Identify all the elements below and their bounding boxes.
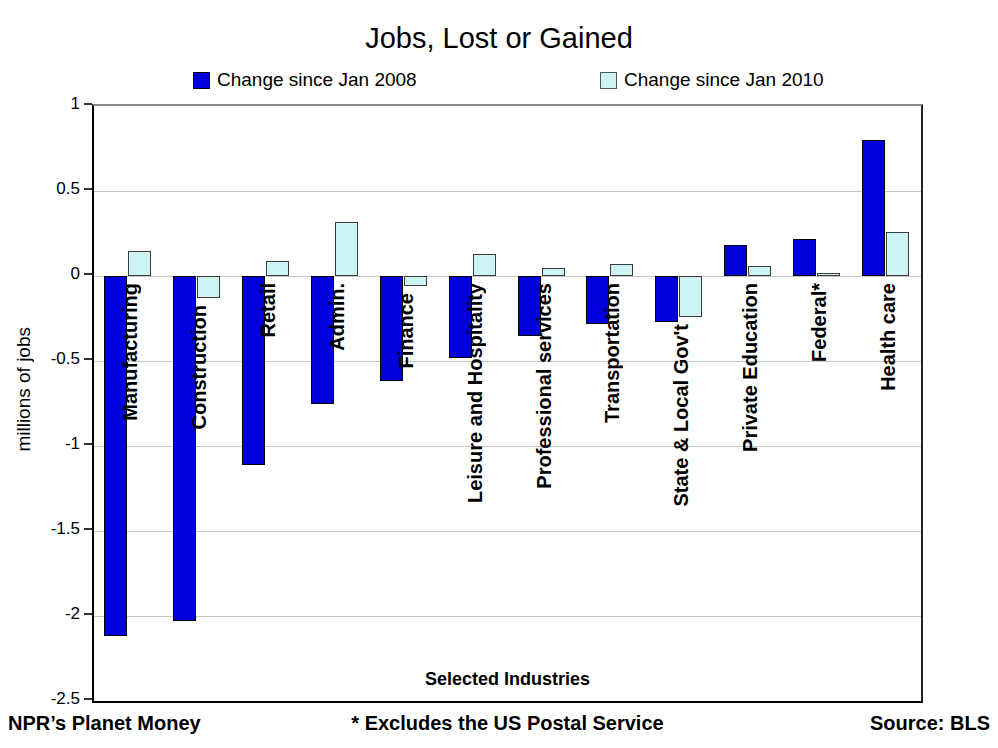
source-bls: Source: BLS bbox=[870, 712, 990, 735]
bar-2010-retail bbox=[266, 261, 289, 276]
gridline bbox=[94, 446, 921, 447]
legend-item-2010: Change since Jan 2010 bbox=[600, 69, 824, 91]
y-tick-label: 1 bbox=[28, 94, 80, 114]
y-tick-label: -2 bbox=[28, 604, 80, 624]
category-label-leisure-and-hospitality: Leisure and Hospitality bbox=[463, 283, 487, 503]
bar-2010-state-local-gov-t bbox=[679, 276, 702, 317]
y-tick-mark bbox=[84, 613, 92, 615]
category-label-state-local-gov-t: State & Local Gov't bbox=[669, 324, 693, 507]
bar-2010-admin bbox=[335, 222, 358, 276]
bar-2008-federal bbox=[793, 239, 816, 276]
y-axis-title: millions of jobs bbox=[13, 327, 35, 452]
category-label-private-education: Private Education bbox=[738, 283, 762, 452]
bar-2010-leisure-and-hospitality bbox=[473, 254, 496, 276]
y-tick-mark bbox=[84, 188, 92, 190]
legend-label-2010: Change since Jan 2010 bbox=[624, 69, 824, 91]
bar-2008-private-education bbox=[724, 245, 747, 276]
chart-title: Jobs, Lost or Gained bbox=[0, 22, 998, 55]
category-label-manufacturing: Manufacturing bbox=[118, 283, 142, 421]
category-label-federal: Federal* bbox=[807, 283, 831, 362]
bar-2008-health-care bbox=[862, 140, 885, 276]
y-tick-mark bbox=[84, 443, 92, 445]
y-tick-mark bbox=[84, 358, 92, 360]
bar-2010-federal bbox=[817, 273, 840, 276]
category-label-retail: Retail bbox=[256, 283, 280, 337]
category-label-health-care: Health care bbox=[876, 283, 900, 391]
footnote-postal: * Excludes the US Postal Service bbox=[92, 712, 923, 735]
gridline bbox=[94, 616, 921, 617]
category-label-admin: Admin. bbox=[325, 283, 349, 351]
gridline bbox=[94, 531, 921, 532]
x-axis-title: Selected Industries bbox=[94, 669, 921, 690]
bar-2010-manufacturing bbox=[128, 251, 151, 277]
y-tick-label: 0 bbox=[28, 264, 80, 284]
y-tick-mark bbox=[84, 698, 92, 700]
y-tick-label: -0.5 bbox=[28, 349, 80, 369]
category-label-transportation: Transportation bbox=[600, 283, 624, 423]
y-tick-label: -1 bbox=[28, 434, 80, 454]
y-tick-mark bbox=[84, 103, 92, 105]
gridline bbox=[94, 191, 921, 192]
category-label-finance: Finance bbox=[394, 293, 418, 369]
bar-2010-professional-services bbox=[542, 268, 565, 277]
bar-2010-construction bbox=[197, 276, 220, 298]
bar-2010-health-care bbox=[886, 232, 909, 276]
category-label-professional-services: Professional services bbox=[532, 283, 556, 489]
y-tick-mark bbox=[84, 273, 92, 275]
category-label-construction: Construction bbox=[187, 305, 211, 429]
legend-swatch-2008-icon bbox=[193, 72, 210, 89]
y-tick-label: -1.5 bbox=[28, 519, 80, 539]
y-tick-label: 0.5 bbox=[28, 179, 80, 199]
legend-swatch-2010-icon bbox=[600, 72, 617, 89]
plot-area: Selected Industries Manufacturing Constru… bbox=[92, 104, 923, 703]
y-tick-label: -2.5 bbox=[28, 689, 80, 709]
gridline bbox=[94, 361, 921, 362]
bar-2010-finance bbox=[404, 276, 427, 286]
bar-2008-state-local-gov-t bbox=[655, 276, 678, 322]
legend-label-2008: Change since Jan 2008 bbox=[217, 69, 417, 91]
legend-item-2008: Change since Jan 2008 bbox=[193, 69, 417, 91]
y-tick-mark bbox=[84, 528, 92, 530]
bar-2010-private-education bbox=[748, 266, 771, 276]
chart-canvas: Jobs, Lost or Gained Change since Jan 20… bbox=[0, 0, 998, 748]
bar-2010-transportation bbox=[610, 264, 633, 276]
